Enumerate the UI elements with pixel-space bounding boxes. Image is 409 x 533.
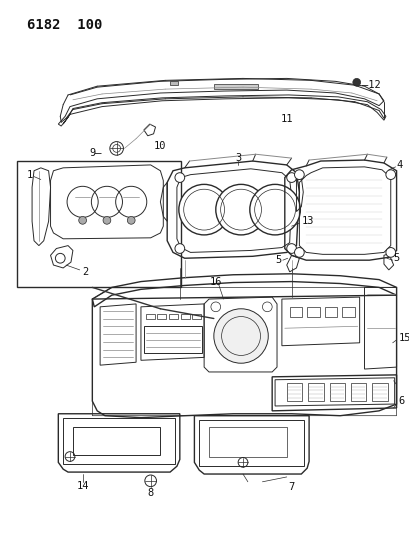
Text: 11: 11 xyxy=(280,114,292,124)
Circle shape xyxy=(215,184,266,235)
Circle shape xyxy=(213,309,267,363)
Bar xyxy=(342,307,354,317)
Bar xyxy=(146,313,154,319)
Text: 2: 2 xyxy=(82,267,88,277)
Text: 15: 15 xyxy=(398,333,409,343)
Circle shape xyxy=(294,170,303,180)
Text: 13: 13 xyxy=(301,216,313,227)
Text: 5: 5 xyxy=(393,253,399,263)
Polygon shape xyxy=(170,82,178,85)
Polygon shape xyxy=(213,84,257,89)
Circle shape xyxy=(178,184,229,235)
Text: 7: 7 xyxy=(288,482,294,491)
Text: —12: —12 xyxy=(361,80,380,90)
Text: 4: 4 xyxy=(396,160,402,170)
Circle shape xyxy=(110,142,123,155)
Circle shape xyxy=(286,244,296,253)
Text: 16: 16 xyxy=(209,277,222,287)
Text: 6182  100: 6182 100 xyxy=(27,18,102,32)
Text: 8: 8 xyxy=(147,488,153,498)
Circle shape xyxy=(385,170,395,180)
Bar xyxy=(209,427,286,457)
Circle shape xyxy=(103,216,110,224)
Text: 10: 10 xyxy=(154,141,166,151)
Circle shape xyxy=(294,247,303,257)
Bar xyxy=(180,313,189,319)
Bar xyxy=(18,161,180,287)
Circle shape xyxy=(249,184,300,235)
Text: 14: 14 xyxy=(76,481,89,491)
Text: 3: 3 xyxy=(234,153,240,163)
Circle shape xyxy=(175,173,184,182)
Bar xyxy=(192,313,201,319)
Circle shape xyxy=(127,216,135,224)
Bar xyxy=(73,427,160,455)
Text: 9—: 9— xyxy=(89,148,102,158)
Bar xyxy=(324,307,337,317)
Bar xyxy=(306,307,319,317)
Circle shape xyxy=(175,244,184,253)
Text: 6: 6 xyxy=(398,396,404,406)
Bar xyxy=(169,313,178,319)
Circle shape xyxy=(352,78,360,86)
Text: 5: 5 xyxy=(275,255,281,265)
Text: 1: 1 xyxy=(27,169,34,180)
Circle shape xyxy=(385,247,395,257)
Circle shape xyxy=(79,216,86,224)
Circle shape xyxy=(286,173,296,182)
Bar xyxy=(157,313,166,319)
Bar xyxy=(289,307,301,317)
